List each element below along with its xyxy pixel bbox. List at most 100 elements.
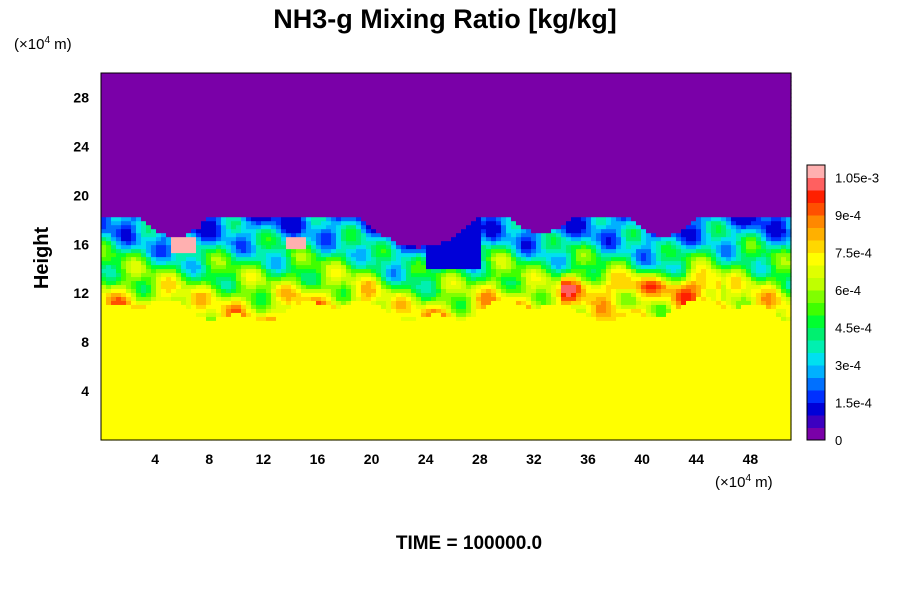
field-cell xyxy=(126,372,132,377)
field-cell xyxy=(186,112,192,118)
field-cell xyxy=(366,168,372,174)
field-cell xyxy=(161,160,167,166)
field-cell xyxy=(101,368,107,373)
field-cell xyxy=(361,180,367,186)
field-cell xyxy=(111,288,117,293)
field-cell xyxy=(201,116,207,122)
field-cell xyxy=(186,132,192,138)
field-cell xyxy=(181,204,187,210)
field-cell xyxy=(176,436,182,441)
field-cell xyxy=(146,296,152,301)
field-cell xyxy=(341,372,347,377)
field-cell xyxy=(101,412,107,417)
field-cell xyxy=(201,412,207,417)
field-cell xyxy=(291,264,297,270)
field-cell xyxy=(361,136,367,142)
field-cell xyxy=(356,280,362,286)
field-cell xyxy=(361,184,367,190)
field-cell xyxy=(261,376,267,381)
field-cell xyxy=(161,244,167,250)
field-cell xyxy=(241,120,247,126)
field-cell xyxy=(216,340,222,345)
field-cell xyxy=(331,328,337,333)
field-cell xyxy=(356,224,362,230)
field-cell xyxy=(351,212,357,218)
field-cell xyxy=(181,332,187,337)
field-cell xyxy=(256,100,262,106)
field-cell xyxy=(351,152,357,158)
field-cell xyxy=(216,96,222,102)
field-cell xyxy=(186,244,192,250)
field-cell xyxy=(136,128,142,134)
field-cell xyxy=(181,212,187,218)
field-cell xyxy=(186,148,192,154)
field-cell xyxy=(161,144,167,150)
field-cell xyxy=(231,73,237,78)
field-cell xyxy=(111,84,117,90)
field-cell xyxy=(326,76,332,82)
field-cell xyxy=(321,80,327,86)
field-cell xyxy=(356,216,362,222)
field-cell xyxy=(251,176,257,182)
field-cell xyxy=(236,212,242,218)
field-cell xyxy=(131,144,137,150)
field-cell xyxy=(211,364,217,369)
field-cell xyxy=(286,180,292,186)
field-cell xyxy=(181,188,187,194)
field-cell xyxy=(356,252,362,258)
field-cell xyxy=(161,344,167,349)
field-cell xyxy=(296,276,302,282)
field-cell xyxy=(161,424,167,429)
field-cell xyxy=(346,108,352,114)
field-cell xyxy=(121,320,127,325)
field-cell xyxy=(181,336,187,341)
field-cell xyxy=(216,352,222,357)
field-cell xyxy=(141,304,147,309)
field-cell xyxy=(196,408,202,413)
field-cell xyxy=(241,224,247,230)
field-cell xyxy=(156,412,162,417)
field-cell xyxy=(351,376,357,381)
field-cell xyxy=(206,384,212,389)
field-cell xyxy=(191,140,197,146)
field-cell xyxy=(266,100,272,106)
field-cell xyxy=(221,156,227,162)
field-cell xyxy=(301,132,307,138)
field-cell xyxy=(296,388,302,393)
field-cell xyxy=(146,200,152,206)
field-cell xyxy=(211,372,217,377)
field-cell xyxy=(136,300,142,305)
field-cell xyxy=(226,384,232,389)
field-cell xyxy=(286,328,292,333)
field-cell xyxy=(126,164,132,170)
field-cell xyxy=(181,128,187,134)
field-cell xyxy=(346,76,352,82)
field-cell xyxy=(226,148,232,154)
field-cell xyxy=(351,276,357,282)
field-cell xyxy=(161,340,167,345)
field-cell xyxy=(296,200,302,206)
field-cell xyxy=(266,192,272,198)
field-cell xyxy=(236,200,242,206)
field-cell xyxy=(271,244,277,250)
field-cell xyxy=(296,220,302,226)
field-cell xyxy=(326,232,332,238)
field-cell xyxy=(186,312,192,317)
field-cell xyxy=(301,204,307,210)
field-cell xyxy=(201,268,207,274)
field-cell xyxy=(356,268,362,274)
field-cell xyxy=(226,436,232,441)
field-cell xyxy=(271,424,277,429)
field-cell xyxy=(271,256,277,262)
field-cell xyxy=(201,108,207,114)
field-cell xyxy=(216,420,222,425)
field-cell xyxy=(211,220,217,226)
field-cell xyxy=(146,180,152,186)
field-cell xyxy=(181,320,187,325)
field-cell xyxy=(106,80,112,86)
field-cell xyxy=(201,164,207,170)
field-cell xyxy=(116,428,122,433)
field-cell xyxy=(266,172,272,178)
field-cell xyxy=(301,288,307,293)
field-cell xyxy=(181,272,187,278)
